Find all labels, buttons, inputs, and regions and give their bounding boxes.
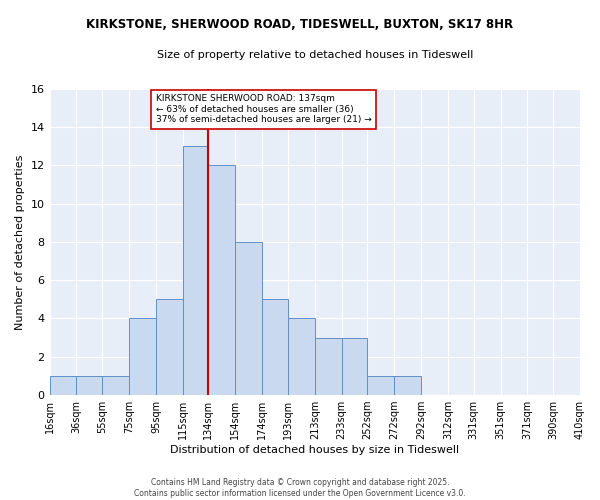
Bar bbox=[315, 338, 341, 395]
Bar bbox=[341, 338, 367, 395]
Title: Size of property relative to detached houses in Tideswell: Size of property relative to detached ho… bbox=[157, 50, 473, 60]
Bar bbox=[156, 300, 183, 395]
X-axis label: Distribution of detached houses by size in Tideswell: Distribution of detached houses by size … bbox=[170, 445, 460, 455]
Bar bbox=[76, 376, 102, 395]
Bar bbox=[262, 300, 288, 395]
Bar bbox=[235, 242, 262, 395]
Text: KIRKSTONE, SHERWOOD ROAD, TIDESWELL, BUXTON, SK17 8HR: KIRKSTONE, SHERWOOD ROAD, TIDESWELL, BUX… bbox=[86, 18, 514, 30]
Bar bbox=[102, 376, 129, 395]
Bar bbox=[129, 318, 156, 395]
Bar bbox=[367, 376, 394, 395]
Text: KIRKSTONE SHERWOOD ROAD: 137sqm
← 63% of detached houses are smaller (36)
37% of: KIRKSTONE SHERWOOD ROAD: 137sqm ← 63% of… bbox=[156, 94, 371, 124]
Text: Contains HM Land Registry data © Crown copyright and database right 2025.
Contai: Contains HM Land Registry data © Crown c… bbox=[134, 478, 466, 498]
Bar bbox=[394, 376, 421, 395]
Y-axis label: Number of detached properties: Number of detached properties bbox=[15, 154, 25, 330]
Bar bbox=[288, 318, 315, 395]
Bar bbox=[208, 165, 235, 395]
Bar bbox=[50, 376, 76, 395]
Bar bbox=[183, 146, 208, 395]
